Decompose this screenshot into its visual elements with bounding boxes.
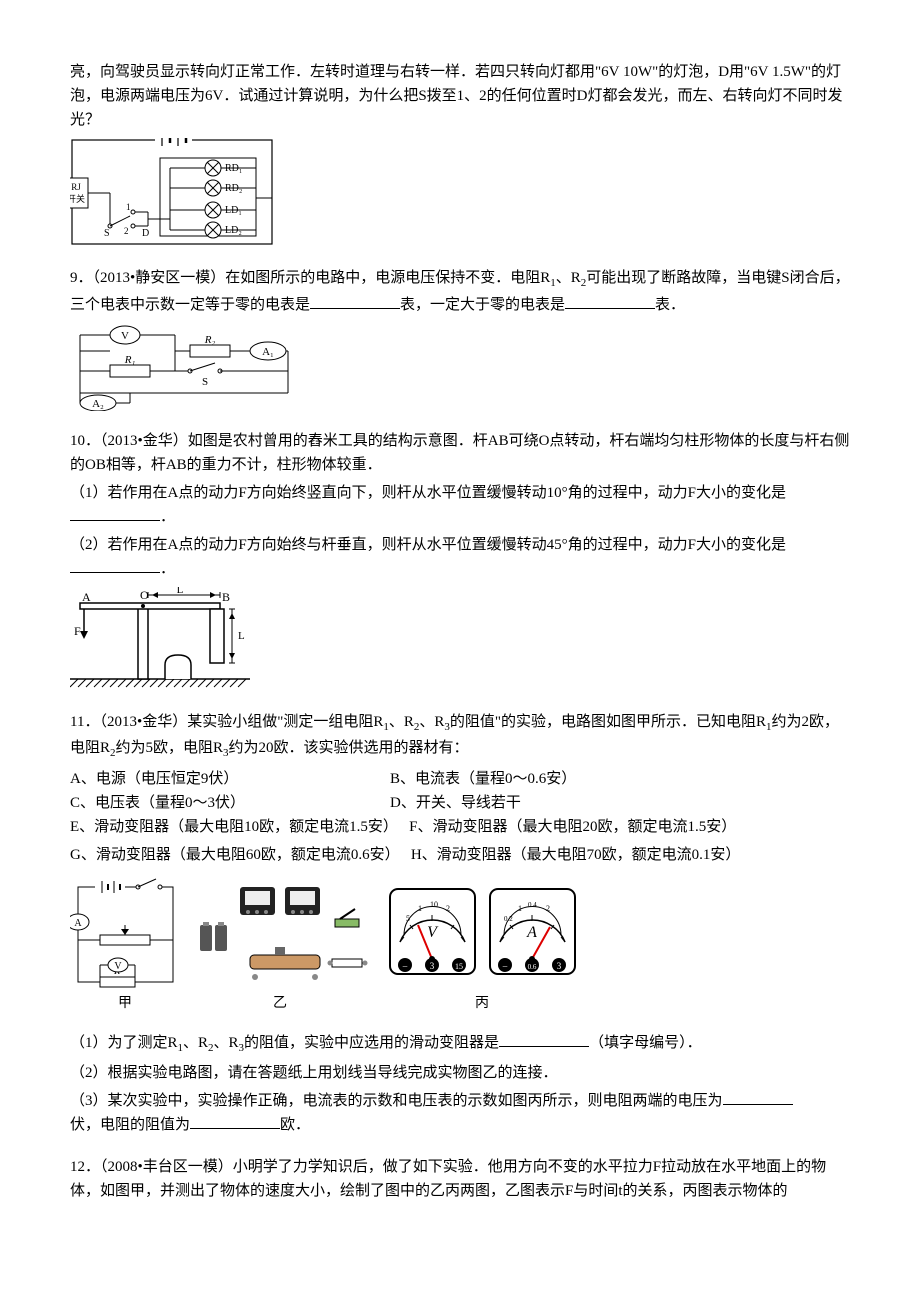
fig-jia: A R V 甲 [70,879,173,1011]
fig-yi: 乙 [195,885,368,1011]
blank-q11-1 [499,1031,589,1047]
a-label: A [82,590,91,604]
question-12: 12．（2008•丰台区一模）小明学了力学知识后，做了如下实验．他用方向不变的水… [70,1155,850,1203]
svg-text:0.6: 0.6 [528,963,537,971]
question-9: 9．（2013•静安区一模）在如图所示的电路中，电源电压保持不变．电阻R1、R2… [70,266,850,411]
q9-text: 9．（2013•静安区一模）在如图所示的电路中，电源电压保持不变．电阻R1、R2… [70,266,850,317]
svg-text:0.4: 0.4 [528,901,537,909]
r2-label: R₂ [204,334,216,346]
q10-p2: （1）若作用在A点的动力F方向始终竖直向下，则杆从水平位置缓慢转动10°角的过程… [70,481,850,529]
svg-text:3: 3 [557,961,562,971]
question-11: 11．（2013•金华）某实验小组做"测定一组电阻R1、R2、R3的阻值"的实验… [70,710,850,1138]
l-right: L [238,630,245,642]
q11-sub1: （1）为了测定R1、R2、R3的阻值，实验中应选用的滑动变阻器是（填字母编号）． [70,1031,850,1058]
svg-text:A: A [526,924,537,941]
r1-label: R₁ [124,354,136,366]
q9-figure: V R₁ R₂ A₁ S [70,323,850,411]
svg-text:1: 1 [518,904,522,913]
d-label: D [142,228,149,239]
svg-text:5: 5 [406,914,410,923]
question-10: 10．（2013•金华）如图是农村曾用的舂米工具的结构示意图．杆AB可绕O点转动… [70,429,850,692]
q10-p1: 10．（2013•金华）如图是农村曾用的舂米工具的结构示意图．杆AB可绕O点转动… [70,429,850,477]
q8-figure: RJ 开关 S 1 2 D RD₁ [70,138,850,248]
q10-p3: （2）若作用在A点的动力F方向始终与杆垂直，则杆从水平位置缓慢转动45°角的过程… [70,533,850,581]
blank-q11-2 [723,1089,793,1105]
rj-label: RJ [71,182,81,192]
blank-q10-2 [70,557,160,573]
fig-bing: 5 1 10 2 V – 3 15 0.2 1 0.4 2 [390,889,575,1011]
svg-text:2: 2 [546,904,550,913]
blank-q9-1 [310,293,400,309]
svg-text:–: – [402,961,408,971]
svg-text:–: – [502,961,508,971]
svg-text:0.2: 0.2 [504,915,513,923]
yi-label: 乙 [273,995,287,1011]
f-label: F [74,624,81,638]
svg-text:2: 2 [446,904,450,913]
q11-opts-ab: A、电源（电压恒定9伏） B、电流表（量程0～0.6安） [70,767,850,791]
q10-figure: A O B F L L [70,587,850,692]
q11-sub3: （3）某次实验中，实验操作正确，电流表的示数和电压表的示数如图丙所示，则电阻两端… [70,1089,850,1137]
a1-label: A₁ [262,346,274,358]
blank-q10-1 [70,505,160,521]
svg-text:3: 3 [430,961,435,971]
pos1: 1 [126,202,131,212]
v-label: V [121,330,129,342]
s-label: S [202,376,208,388]
svg-text:1: 1 [418,904,422,913]
svg-text:15: 15 [455,962,463,971]
svg-text:V: V [114,961,122,972]
question-8-cont: 亮，向驾驶员显示转向灯正常工作．左转时道理与右转一样．若四只转向灯都用"6V 1… [70,60,850,248]
q11-sub2: （2）根据实验电路图，请在答题纸上用划线当导线完成实物图乙的连接． [70,1061,850,1085]
switch-label: 开关 [70,193,85,204]
b-label: B [222,590,230,604]
q11-p1: 11．（2013•金华）某实验小组做"测定一组电阻R1、R2、R3的阻值"的实验… [70,710,850,763]
q11-opts-cd: C、电压表（量程0～3伏） D、开关、导线若干 [70,791,850,815]
a2-label: A₂ [92,398,104,410]
l-top: L [177,587,184,596]
q11-figure: A R V 甲 [70,877,850,1017]
blank-q9-2 [565,293,655,309]
bing-label: 丙 [475,996,489,1011]
blank-q11-3 [190,1113,280,1129]
svg-text:10: 10 [430,900,438,909]
q8-text: 亮，向驾驶员显示转向灯正常工作．左转时道理与右转一样．若四只转向灯都用"6V 1… [70,60,850,132]
s-label: S [104,228,110,239]
q12-p1: 12．（2008•丰台区一模）小明学了力学知识后，做了如下实验．他用方向不变的水… [70,1155,850,1203]
q11-opts-ef: E、滑动变阻器（最大电阻10欧，额定电流1.5安） F、滑动变阻器（最大电阻20… [70,815,850,839]
jia-label: 甲 [118,996,132,1011]
svg-text:A: A [74,918,82,929]
pos2: 2 [124,226,129,236]
q11-opts-gh: G、滑动变阻器（最大电阻60欧，额定电流0.6安） H、滑动变阻器（最大电阻70… [70,843,850,867]
